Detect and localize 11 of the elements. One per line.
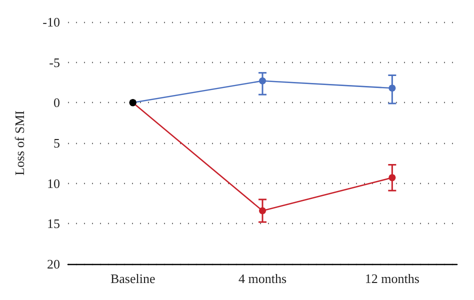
x-tick-label: 4 months (238, 271, 287, 286)
y-tick-label: 0 (54, 95, 60, 110)
x-tick-label: 12 months (364, 271, 420, 286)
y-tick-label: 15 (47, 216, 60, 232)
y-tick-label: 10 (47, 176, 60, 191)
y-tick-label: 20 (47, 256, 60, 272)
y-tick-label: -10 (42, 14, 60, 30)
y-tick-label: -5 (49, 54, 60, 70)
x-tick-label: Baseline (110, 271, 156, 286)
y-axis-title: Loss of SMI (12, 110, 27, 176)
y-tick-label: 5 (54, 136, 60, 150)
